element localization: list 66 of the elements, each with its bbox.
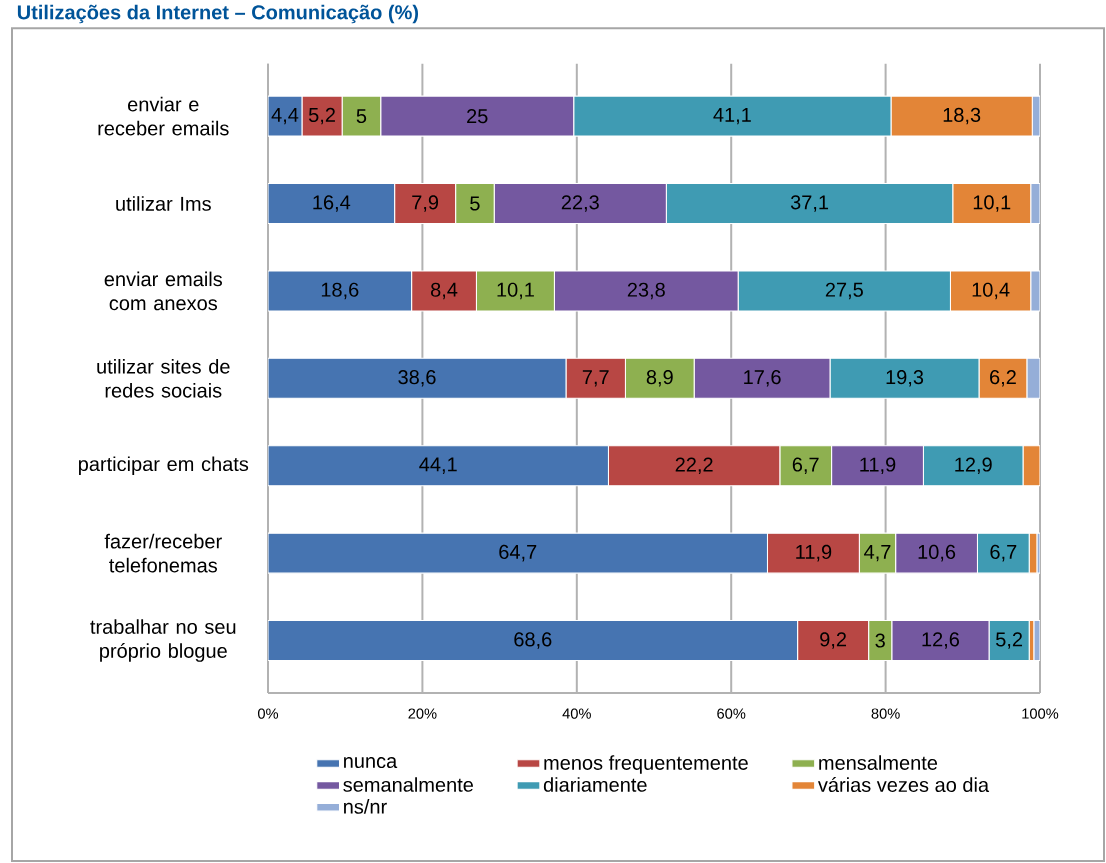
data-label: 10,1 xyxy=(973,195,1011,212)
data-label: 5,2 xyxy=(308,107,335,125)
bar xyxy=(268,357,567,399)
data-label: 12,9 xyxy=(955,457,992,474)
data-label: 10,4 xyxy=(972,282,1010,300)
bar xyxy=(268,270,413,312)
data-label: 7,7 xyxy=(582,370,609,387)
bar xyxy=(268,182,396,225)
data-label: 5,2 xyxy=(996,632,1023,649)
data-label: 4,7 xyxy=(864,544,891,562)
legend-label: ns/nr xyxy=(344,799,387,814)
data-label: 6,7 xyxy=(990,544,1017,562)
data-label: 22,2 xyxy=(675,457,713,474)
y-tick-label: fazer/receber telefonemas xyxy=(104,533,222,573)
y-tick-label: enviar emails com anexos xyxy=(104,271,222,311)
data-label: 44,1 xyxy=(419,457,457,474)
data-label: 23,8 xyxy=(627,282,665,300)
data-label: 16,4 xyxy=(313,195,351,212)
data-label: 8,9 xyxy=(646,370,673,387)
y-tick-label: enviar e receber emails xyxy=(98,96,229,136)
x-tick-label: 100% xyxy=(1022,708,1059,719)
y-tick-label: participar em chats xyxy=(79,456,249,476)
data-label: 38,6 xyxy=(398,370,436,387)
data-label: 18,6 xyxy=(321,282,359,300)
legend-label: diariamente xyxy=(543,777,647,792)
data-label: 68,6 xyxy=(514,632,552,649)
data-label: 37,1 xyxy=(790,195,829,212)
legend-label: menos frequentemente xyxy=(544,755,748,774)
bar xyxy=(268,445,609,487)
x-tick-label: 80% xyxy=(871,708,900,719)
data-label: 27,5 xyxy=(825,282,863,300)
data-label: 10,1 xyxy=(497,282,534,300)
x-tick-label: 0% xyxy=(257,708,279,719)
x-tick-label: 20% xyxy=(408,708,437,719)
legend-label: mensalmente xyxy=(819,755,938,770)
y-tick-label: utilizar sites de redes sociais xyxy=(97,358,230,398)
x-tick-label: 60% xyxy=(717,708,746,719)
chart-title: Utilizações da Internet – Comunicação (%) xyxy=(17,4,419,24)
legend-label: nunca xyxy=(344,757,398,769)
data-label: 11,9 xyxy=(860,457,896,474)
data-label: 6,2 xyxy=(990,370,1016,387)
data-label: 12,6 xyxy=(922,632,959,649)
x-tick-label: 40% xyxy=(562,708,591,719)
data-label: 6,7 xyxy=(792,457,819,474)
bar xyxy=(268,532,769,574)
data-label: 5 xyxy=(356,109,367,124)
data-label: 3 xyxy=(875,633,885,648)
data-label: 7,9 xyxy=(412,195,439,212)
data-label: 9,2 xyxy=(820,632,847,649)
data-label: 19,3 xyxy=(886,370,924,387)
bar xyxy=(268,620,799,662)
data-label: 22,3 xyxy=(561,195,599,212)
legend-label: semanalmente xyxy=(343,777,473,792)
legend-label: várias vezes ao dia xyxy=(817,777,990,792)
data-label: 17,6 xyxy=(744,370,781,387)
data-label: 25 xyxy=(467,109,488,124)
data-label: 10,6 xyxy=(918,544,956,562)
y-tick-label: utilizar Ims xyxy=(116,196,211,211)
data-label: 11,9 xyxy=(796,544,832,562)
y-tick-label: trabalhar no seu próprio blogue xyxy=(90,619,236,662)
data-label: 18,3 xyxy=(943,107,981,125)
data-label: 4,4 xyxy=(271,107,299,125)
data-label: 5 xyxy=(470,196,480,211)
data-label: 8,4 xyxy=(431,282,458,300)
data-label: 64,7 xyxy=(499,544,537,562)
data-label: 41,1 xyxy=(713,107,751,125)
